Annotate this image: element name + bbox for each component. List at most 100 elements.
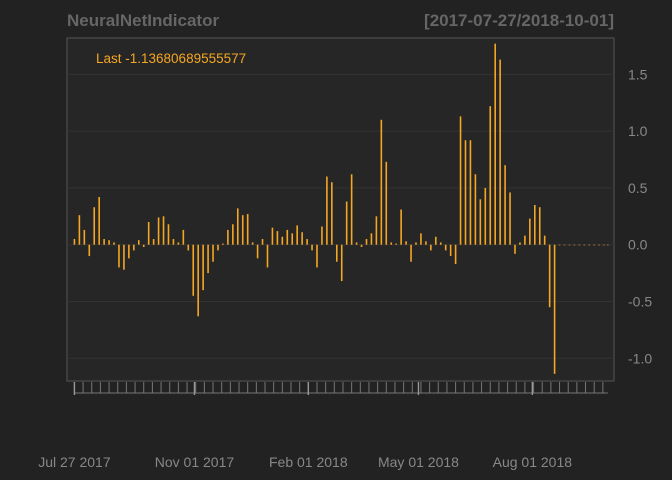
bar [281,236,284,245]
bar [217,244,219,251]
bar [345,201,348,245]
bar [172,239,175,245]
bar [108,240,110,245]
bar [568,244,571,246]
bar [410,244,412,262]
bar [425,241,427,245]
bar [261,239,264,245]
bar [375,216,378,245]
y-tick-label: 1.5 [628,66,648,82]
bar [350,174,353,245]
bar [583,244,586,246]
bar [553,244,556,374]
bar [558,244,561,246]
bar [276,231,279,245]
date-range-label: [2017-07-27/2018-10-01] [424,11,614,30]
bar [524,235,526,245]
bar [439,242,442,245]
bar [514,244,516,254]
chart-title: NeuralNetIndicator [67,11,219,30]
y-tick-label: 1.0 [628,123,648,139]
bar [390,242,393,245]
bar [207,244,209,274]
bar [360,244,363,247]
bar [355,242,358,245]
bar [83,229,86,245]
bar [543,235,546,245]
bar [459,116,462,245]
bar [335,244,338,262]
bar [162,216,165,245]
bar [316,244,318,268]
bar [291,233,294,245]
bar [311,244,313,251]
y-tick-label: -1.0 [628,350,652,366]
bar [241,215,244,245]
bar [251,242,254,245]
bar [128,244,130,259]
bar [563,244,566,246]
bar [232,224,234,245]
bar [504,165,506,245]
bar [142,244,145,247]
bar [405,241,407,245]
bar [326,176,328,245]
bar [469,140,472,245]
bar [464,140,467,245]
x-axis: Jul 27 2017 Nov 01 2017 Feb 01 2018 May 01 … [38,382,572,470]
bar [192,244,195,296]
bar [548,244,551,308]
x-tick-label: Jul 27 2017 [38,454,111,470]
bar [113,242,115,245]
plot-area [66,37,615,382]
bar [118,244,120,268]
bar [484,187,487,245]
bar [607,244,609,246]
bar [509,192,511,245]
bar [444,244,447,251]
bar [301,232,303,245]
bar [365,239,368,245]
bar [340,244,343,282]
bar [573,244,576,246]
bar [538,207,541,245]
bar [212,244,214,262]
bar [98,197,100,245]
bar-series [73,43,609,374]
bar [123,244,125,270]
bar [187,244,190,251]
x-tick-label: Nov 01 2017 [155,454,235,470]
bar [395,243,397,245]
bar [197,244,199,317]
bar [400,209,402,245]
bar [133,244,135,251]
bar [370,233,373,245]
bar [137,240,140,245]
bar [420,233,422,245]
y-tick-label: 0.5 [628,180,648,196]
y-tick-label: -0.5 [628,293,652,309]
bar [519,242,521,245]
x-tick-label: May 01 2018 [378,454,459,470]
x-tick-label: Feb 01 2018 [269,454,348,470]
bar [434,236,437,245]
bar [271,227,274,245]
bar [286,229,289,245]
bar [603,244,605,246]
y-axis: 1.5 1.0 0.5 0.0 -0.5 -1.0 [628,66,652,366]
bar [593,244,595,246]
bar [385,161,388,245]
bar [246,214,249,245]
bar [474,174,477,245]
bar [73,239,76,245]
bar [256,244,259,259]
bar [202,244,204,291]
bar [598,244,600,246]
bar [296,225,298,245]
bar [499,59,501,245]
bar [152,239,155,245]
bar [415,242,417,245]
bar [380,119,383,245]
bar [93,207,96,245]
